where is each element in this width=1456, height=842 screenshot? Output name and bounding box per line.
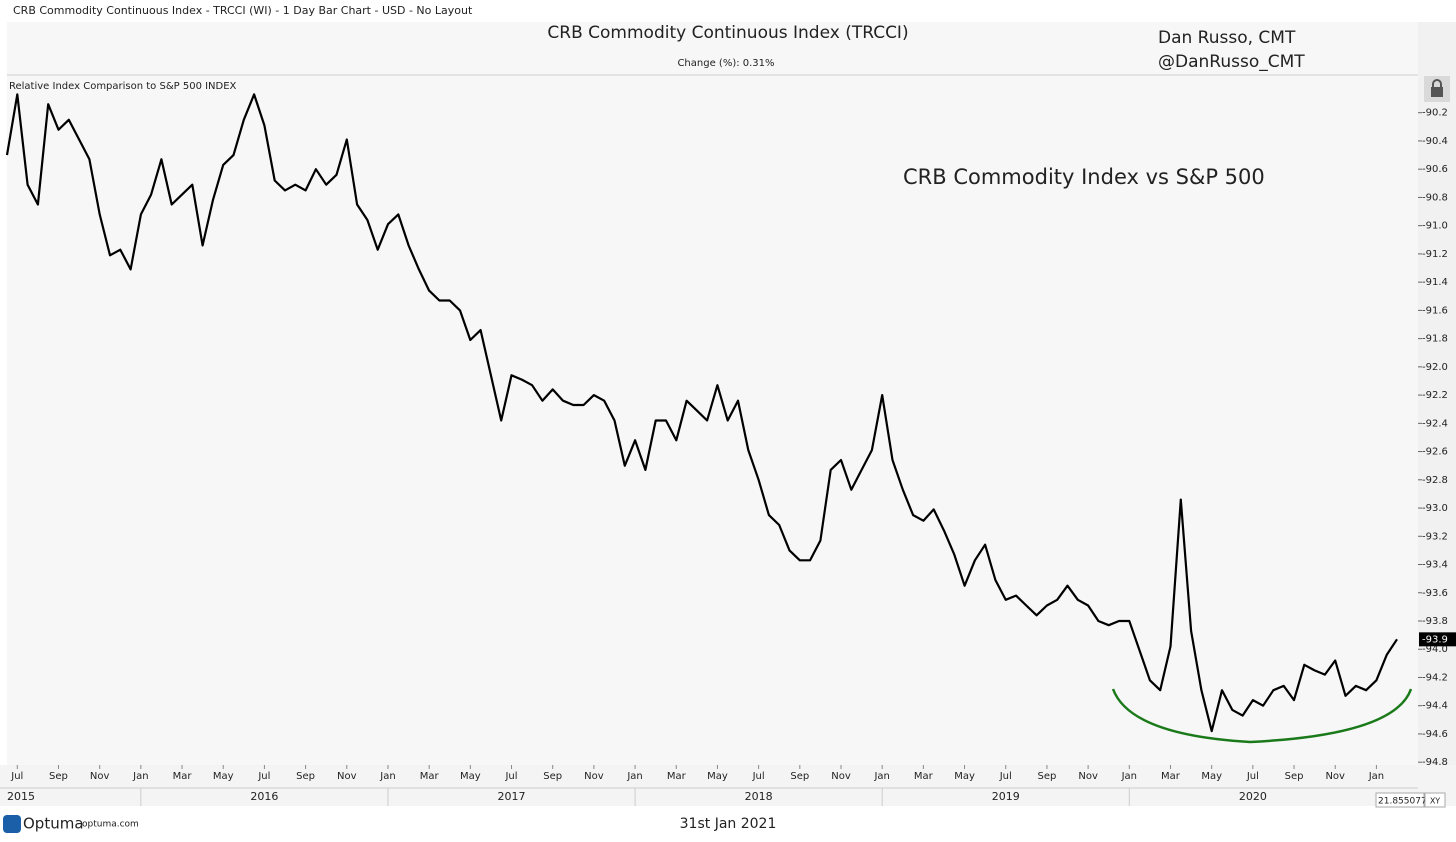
header-text: CRB Commodity Continuous Index - TRCCI (… xyxy=(13,4,473,17)
x-tick-label: Nov xyxy=(337,771,357,782)
x-tick-label: Sep xyxy=(1285,771,1304,782)
x-tick-label: Mar xyxy=(667,771,687,782)
x-tick-label: Nov xyxy=(1325,771,1345,782)
x-tick-label: Jan xyxy=(132,771,148,782)
lock-icon xyxy=(1432,79,1442,87)
y-tick-label: -92.4 xyxy=(1422,418,1448,429)
x-axis-area xyxy=(0,765,1456,806)
year-label: 2020 xyxy=(1239,790,1267,803)
footer-bar xyxy=(0,806,1456,838)
x-tick-label: Jan xyxy=(873,771,889,782)
x-tick-label: Nov xyxy=(1078,771,1098,782)
readout-box xyxy=(1375,792,1425,808)
x-tick-label: Jul xyxy=(10,771,23,782)
x-tick-label: Sep xyxy=(49,771,68,782)
brand-logo xyxy=(3,815,21,833)
y-tick-label: -90.2 xyxy=(1422,108,1448,119)
y-tick-label: -93.2 xyxy=(1422,531,1448,542)
x-tick-label: Mar xyxy=(1161,771,1181,782)
y-tick-label: -91.0 xyxy=(1422,221,1448,232)
x-tick-label: Jul xyxy=(504,771,517,782)
x-tick-label: Nov xyxy=(584,771,604,782)
y-tick-label: -92.0 xyxy=(1422,362,1448,373)
highlight-arc xyxy=(1111,688,1413,744)
data-line xyxy=(5,93,1398,733)
chart-subtitle: Change (%): 0.31% xyxy=(677,58,774,69)
y-tick-label: -93.6 xyxy=(1422,588,1448,599)
y-tick-label: -94.6 xyxy=(1422,729,1448,740)
y-tick-label: -92.8 xyxy=(1422,475,1448,486)
y-tick-label: -91.4 xyxy=(1422,277,1448,288)
mode-button[interactable] xyxy=(1424,792,1446,808)
year-label: 2016 xyxy=(250,790,278,803)
x-tick-label: May xyxy=(1201,771,1222,782)
y-tick-label: -93.8 xyxy=(1422,616,1448,627)
x-tick-label: Jan xyxy=(1368,771,1384,782)
panel-label: Relative Index Comparison to S&P 500 IND… xyxy=(9,81,237,92)
y-tick-label: -93.0 xyxy=(1422,503,1448,514)
footer-date: 31st Jan 2021 xyxy=(680,816,777,832)
year-label: 2017 xyxy=(498,790,526,803)
y-tick-label: -90.8 xyxy=(1422,192,1448,203)
x-tick-label: May xyxy=(954,771,975,782)
x-tick-label: Jan xyxy=(626,771,642,782)
y-tick-label: -94.8 xyxy=(1422,757,1448,768)
y-tick-label: -90.6 xyxy=(1422,164,1448,175)
x-tick-label: Jan xyxy=(1121,771,1137,782)
y-tick-label: -94.2 xyxy=(1422,672,1448,683)
y-tick-label: -91.8 xyxy=(1422,334,1448,345)
x-tick-label: Mar xyxy=(420,771,440,782)
last-value-label: -93.9 xyxy=(1422,634,1448,645)
y-tick-label: -92.6 xyxy=(1422,447,1448,458)
y-tick-label: -90.4 xyxy=(1422,136,1448,147)
x-tick-label: Nov xyxy=(90,771,110,782)
mode: XY xyxy=(1430,797,1440,806)
x-tick-label: Sep xyxy=(790,771,809,782)
author: Dan Russo, CMT xyxy=(1158,28,1296,48)
header-bar xyxy=(0,0,1456,22)
readout: 21.855077 xyxy=(1378,797,1427,807)
last-value-box xyxy=(1419,632,1456,647)
lock-icon xyxy=(1431,87,1443,97)
brand: Optuma xyxy=(23,815,84,833)
x-tick-label: May xyxy=(213,771,234,782)
year-label: 2019 xyxy=(992,790,1020,803)
x-tick-label: Mar xyxy=(173,771,193,782)
x-tick-label: Jul xyxy=(999,771,1012,782)
y-tick-label: -91.6 xyxy=(1422,305,1448,316)
site: optuma.com xyxy=(82,820,139,830)
x-tick-label: Jul xyxy=(1246,771,1259,782)
x-tick-label: Nov xyxy=(831,771,851,782)
x-tick-label: May xyxy=(707,771,728,782)
y-tick-label: -94.0 xyxy=(1422,644,1448,655)
x-tick-label: Jul xyxy=(257,771,270,782)
year-label: 2018 xyxy=(745,790,773,803)
y-tick-label: -93.4 xyxy=(1422,560,1448,571)
x-tick-label: Mar xyxy=(914,771,934,782)
x-tick-label: Jan xyxy=(379,771,395,782)
chart-title: CRB Commodity Continuous Index (TRCCI) xyxy=(547,23,908,43)
x-tick-label: Sep xyxy=(543,771,562,782)
y-tick-label: -91.2 xyxy=(1422,249,1448,260)
x-tick-label: Sep xyxy=(1037,771,1056,782)
plot-area xyxy=(7,22,1418,765)
y-tick-label: -92.2 xyxy=(1422,390,1448,401)
x-tick-label: Jul xyxy=(752,771,765,782)
year-label: 2015 xyxy=(7,790,35,803)
handle: @DanRusso_CMT xyxy=(1158,52,1305,72)
x-tick-label: May xyxy=(460,771,481,782)
annotation: CRB Commodity Index vs S&P 500 xyxy=(903,165,1265,189)
y-tick-label: -94.4 xyxy=(1422,701,1448,712)
x-tick-label: Sep xyxy=(296,771,315,782)
